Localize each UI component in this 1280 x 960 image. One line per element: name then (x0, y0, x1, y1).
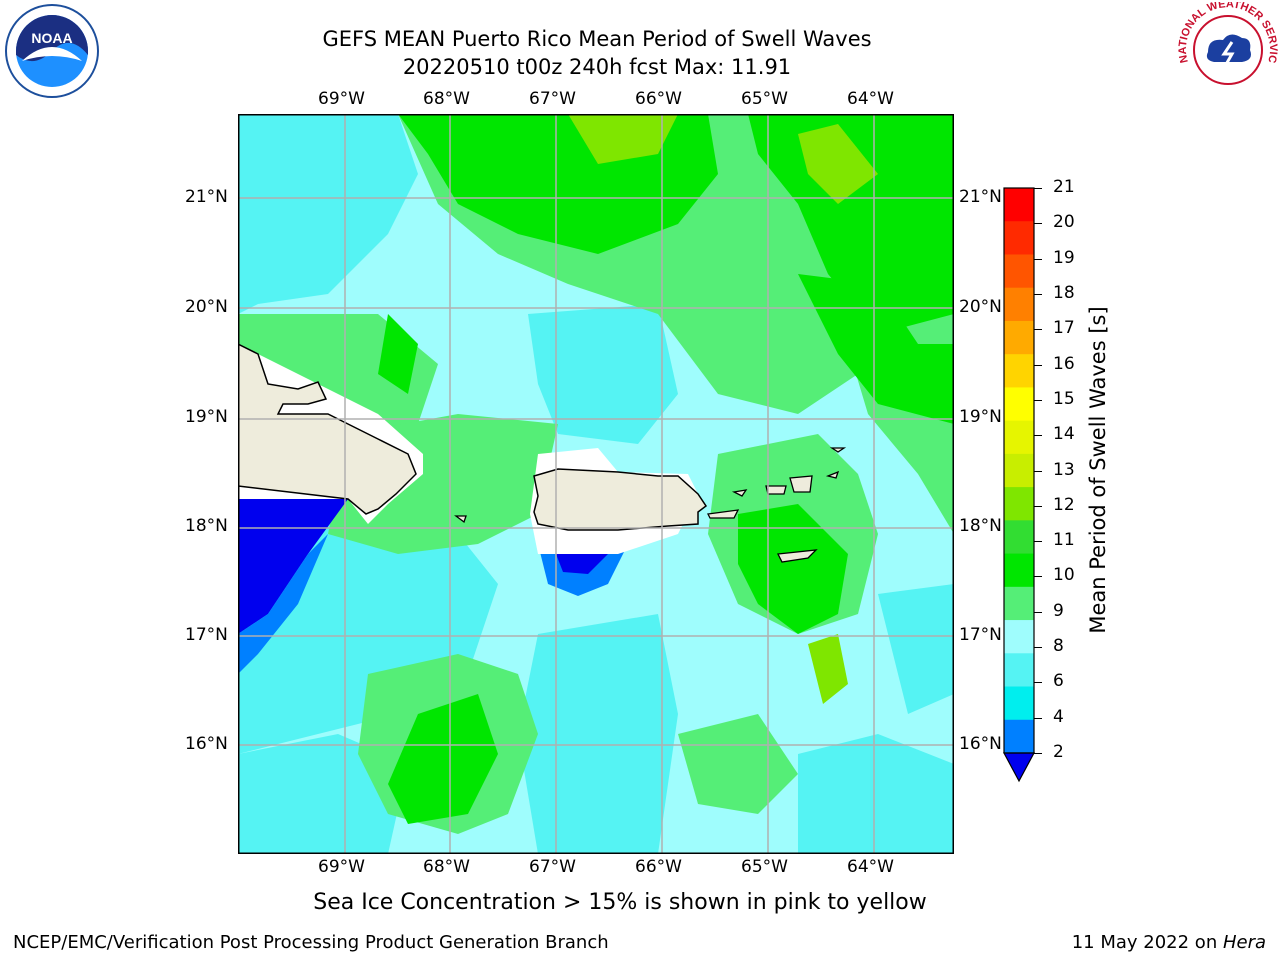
lat-label-right: 17°N (959, 625, 1002, 645)
lat-label-left: 18°N (185, 516, 228, 536)
lon-label-top: 64°W (847, 89, 894, 109)
colorbar-tick-label: 8 (1053, 636, 1064, 657)
colorbar-tick-mark (1034, 293, 1042, 295)
colorbar-tick-mark (1034, 470, 1042, 472)
lat-label-left: 19°N (185, 407, 228, 427)
lat-label-left: 17°N (185, 625, 228, 645)
footer-right: 11 May 2022 on Hera (1072, 932, 1266, 953)
colorbar-tick-mark (1034, 717, 1042, 719)
lon-label-bottom: 66°W (635, 857, 682, 877)
colorbar-extension (1002, 752, 1036, 783)
lat-label-right: 18°N (959, 516, 1002, 536)
colorbar-segment (1004, 188, 1034, 222)
chart-subtitle: 20220510 t00z 240h fcst Max: 11.91 (402, 55, 792, 79)
svg-text:NOAA: NOAA (31, 30, 72, 46)
colorbar-tick-label: 10 (1053, 565, 1075, 586)
colorbar-segment (1004, 520, 1034, 555)
colorbar-segment (1004, 719, 1034, 754)
lat-label-right: 19°N (959, 407, 1002, 427)
colorbar-segment (1004, 254, 1034, 289)
sea-ice-note: Sea Ice Concentration > 15% is shown in … (0, 890, 1280, 915)
colorbar-tick-mark (1034, 682, 1042, 684)
colorbar-tick-label: 15 (1053, 388, 1075, 409)
noaa-logo: NOAA (5, 4, 99, 98)
lon-label-bottom: 67°W (529, 857, 576, 877)
colorbar-tick-label: 11 (1053, 530, 1075, 551)
lat-label-right: 16°N (959, 734, 1002, 754)
colorbar-tick-label: 18 (1053, 282, 1075, 303)
colorbar-tick-mark (1034, 647, 1042, 649)
colorbar-tick-mark (1034, 753, 1042, 754)
colorbar-segment (1004, 653, 1034, 688)
colorbar-segment (1004, 354, 1034, 388)
colorbar-title: Mean Period of Swell Waves [s] (1086, 306, 1110, 634)
lat-label-right: 20°N (959, 297, 1002, 317)
colorbar-segment (1004, 620, 1034, 654)
colorbar-tick-mark (1034, 223, 1042, 225)
colorbar-segment (1004, 387, 1034, 422)
colorbar-tick-label: 6 (1053, 671, 1064, 692)
colorbar-tick-mark (1034, 329, 1042, 331)
lon-label-top: 69°W (318, 89, 365, 109)
colorbar-segment (1004, 553, 1034, 588)
colorbar-tick-mark (1034, 576, 1042, 578)
colorbar-tick-label: 2 (1053, 742, 1064, 762)
colorbar-segment (1004, 287, 1034, 322)
colorbar-tick-label: 12 (1053, 494, 1075, 515)
colorbar-tick-label: 19 (1053, 247, 1075, 268)
colorbar-tick-label: 4 (1053, 706, 1064, 727)
lat-label-left: 20°N (185, 297, 228, 317)
colorbar (1002, 187, 1036, 783)
footer-host: Hera (1222, 932, 1266, 953)
colorbar-segment (1004, 686, 1034, 721)
swell-period-map (238, 114, 954, 854)
lon-label-bottom: 69°W (318, 857, 365, 877)
lon-label-top: 68°W (423, 89, 470, 109)
colorbar-tick-label: 21 (1053, 177, 1075, 197)
colorbar-tick-mark (1034, 435, 1042, 437)
footer-left: NCEP/EMC/Verification Post Processing Pr… (13, 932, 609, 953)
lat-label-left: 21°N (185, 187, 228, 207)
lon-label-bottom: 64°W (847, 857, 894, 877)
colorbar-segment (1004, 320, 1034, 355)
colorbar-tick-mark (1034, 399, 1042, 401)
sea-ice-note-text: Sea Ice Concentration > 15% is shown in … (313, 890, 927, 915)
colorbar-tick-label: 20 (1053, 212, 1075, 233)
colorbar-segment (1004, 221, 1034, 255)
colorbar-tick-mark (1034, 188, 1042, 189)
colorbar-tick-mark (1034, 611, 1042, 613)
chart-title: GEFS MEAN Puerto Rico Mean Period of Swe… (322, 27, 872, 51)
lon-label-top: 67°W (529, 89, 576, 109)
colorbar-tick-label: 16 (1053, 353, 1075, 374)
colorbar-tick-mark (1034, 541, 1042, 543)
colorbar-tick-mark (1034, 258, 1042, 260)
colorbar-segment (1004, 586, 1034, 621)
lon-label-bottom: 68°W (423, 857, 470, 877)
lon-label-top: 65°W (741, 89, 788, 109)
lat-label-left: 16°N (185, 734, 228, 754)
colorbar-tick-label: 9 (1053, 600, 1064, 621)
colorbar-tick-mark (1034, 364, 1042, 366)
colorbar-segment (1004, 420, 1034, 455)
lon-label-bottom: 65°W (741, 857, 788, 877)
colorbar-tick-mark (1034, 505, 1042, 507)
colorbar-segment (1004, 487, 1034, 521)
colorbar-tick-label: 17 (1053, 318, 1075, 339)
lon-label-top: 66°W (635, 89, 682, 109)
lat-label-right: 21°N (959, 187, 1002, 207)
colorbar-segment (1004, 453, 1034, 488)
colorbar-tick-label: 13 (1053, 459, 1075, 480)
nws-logo: NATIONAL WEATHER SERVICE (1178, 2, 1278, 96)
footer-date: 11 May 2022 on (1071, 932, 1223, 953)
colorbar-tick-label: 14 (1053, 424, 1075, 445)
